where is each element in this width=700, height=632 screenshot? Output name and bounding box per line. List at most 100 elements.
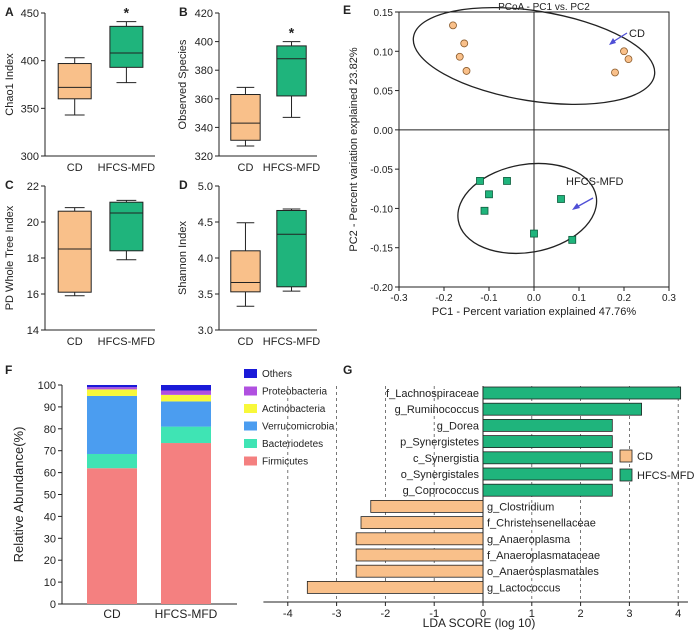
bar-segment-proteobacteria-cd [87, 387, 137, 390]
y-tick-label-c: 20 [27, 217, 39, 229]
point-cd [462, 67, 471, 75]
point-hfcs-mfd [476, 177, 484, 185]
x-tick-label-g: -2 [381, 608, 391, 620]
legend-swatch-firmicutes [244, 456, 257, 466]
legend-label-bacteriodetes: Bacteriodetes [262, 439, 323, 450]
legend-swatch-verrucomicrobia [244, 421, 257, 431]
y-tick-label-e: -0.20 [370, 283, 393, 294]
point-hfcs-mfd [480, 206, 489, 215]
y-tick-label-a: 350 [21, 103, 39, 115]
lda-bar-g_lactococcus [306, 581, 484, 594]
lda-bar-label: g_Dorea [437, 420, 480, 432]
x-tick-label-f-hfcs-mfd: HFCS-MFD [155, 607, 218, 621]
lda-bar-label: f_Anaeroplasmataceae [487, 550, 600, 562]
lda-bar-label: g_Clostridium [487, 501, 554, 513]
x-tick-label-d-cd: CD [238, 336, 254, 348]
y-tick-label-f: 10 [44, 577, 56, 589]
lda-bar-g_anaeroplasma [355, 532, 484, 546]
x-tick-label-f-cd: CD [103, 607, 121, 621]
y-tick-label-f: 40 [44, 511, 56, 523]
y-tick-label-f: 20 [44, 555, 56, 567]
y-tick-label-b: 320 [195, 151, 213, 163]
y-tick-label-d: 3.5 [198, 289, 213, 301]
y-tick-label-e: 0.00 [374, 126, 394, 137]
x-tick-label-a-cd: CD [67, 162, 83, 174]
legend-label-proteobacteria: Proteobacteria [262, 387, 327, 398]
chart-title-e: PCoA - PC1 vs. PC2 [498, 2, 590, 13]
panel-label-c: C [5, 178, 14, 192]
box-a-cd [57, 63, 92, 100]
point-cd [620, 47, 628, 56]
y-tick-label-f: 60 [44, 468, 56, 480]
point-hfcs-mfd [557, 195, 565, 203]
lda-bar-p_synergistetes [482, 435, 613, 449]
y-tick-label-e: -0.10 [370, 204, 393, 215]
cluster-ellipse-cd [412, 6, 656, 106]
box-c-cd [57, 210, 92, 293]
y-tick-label-d: 4.5 [198, 217, 213, 229]
x-tick-label-g: 2 [578, 608, 584, 620]
x-axis-label-e: PC1 - Percent variation explained 47.76% [432, 306, 636, 318]
point-hfcs-mfd [568, 235, 577, 244]
y-tick-label-e: -0.15 [370, 244, 393, 255]
bar-segment-bacteriodetes-cd [87, 453, 137, 469]
box-d-cd [230, 250, 261, 293]
x-tick-label-g: 1 [529, 608, 535, 620]
panel-label-a: A [5, 5, 14, 19]
y-tick-label-e: -0.05 [370, 165, 393, 176]
box-b-hfcs-mfd [276, 45, 307, 97]
y-tick-label-d: 3.0 [198, 325, 213, 337]
bar-segment-firmicutes-cd [87, 468, 137, 604]
point-hfcs-mfd [485, 190, 493, 199]
x-tick-label-g: 0 [480, 608, 486, 620]
lda-bar-g_ruminococcus [482, 402, 643, 416]
lda-bar-label: o_Synergistales [401, 469, 480, 481]
y-tick-label-a: 450 [21, 8, 39, 20]
panel-label-g: G [343, 363, 352, 377]
lda-bar-label: c_Synergistia [413, 453, 480, 465]
point-hfcs-mfd [503, 177, 511, 185]
significance-star-b-hfcs-mfd: * [289, 25, 295, 41]
box-b-cd [230, 94, 261, 141]
x-tick-label-e: 0.2 [617, 293, 631, 304]
bar-segment-proteobacteria-hfcs-mfd [161, 390, 211, 395]
y-tick-label-e: 0.10 [374, 47, 394, 58]
x-tick-label-a-hfcs-mfd: HFCS-MFD [98, 162, 155, 174]
y-tick-label-a: 300 [21, 151, 39, 163]
x-tick-label-e: 0.1 [572, 293, 586, 304]
x-tick-label-c-cd: CD [67, 336, 83, 348]
panel-label-b: B [179, 5, 188, 19]
x-tick-label-b-cd: CD [238, 162, 254, 174]
x-tick-label-e: -0.2 [435, 293, 453, 304]
lda-bar-label: g_Lactococcus [487, 582, 561, 594]
x-tick-label-e: 0.0 [527, 293, 541, 304]
legend-label-g-hfcs-mfd: HFCS-MFD [637, 470, 694, 482]
x-tick-label-g: 4 [675, 608, 681, 620]
legend-label-g-cd: CD [637, 451, 653, 463]
lda-bar-label: g_Coprococcus [403, 485, 480, 497]
x-tick-label-g: -3 [332, 608, 342, 620]
legend-swatch-proteobacteria [244, 386, 257, 396]
bar-segment-actinobacteria-cd [87, 389, 137, 396]
bar-segment-firmicutes-hfcs-mfd [161, 443, 211, 604]
point-cd [611, 68, 619, 77]
y-tick-label-b: 400 [195, 37, 213, 49]
panel-label-d: D [179, 178, 188, 192]
x-tick-label-e: -0.3 [390, 293, 408, 304]
y-tick-label-d: 5.0 [198, 181, 213, 193]
y-tick-label-b: 380 [195, 65, 213, 77]
panel-label-f: F [5, 363, 12, 377]
y-tick-label-f: 50 [44, 490, 56, 502]
y-axis-label-f: Relative Abundance(%) [11, 427, 26, 563]
legend-label-others: Others [262, 369, 292, 380]
y-tick-label-a: 400 [21, 56, 39, 68]
lda-bar-f_christensenellaceae [360, 516, 484, 529]
lda-bar-f_lachnospiraceae [482, 386, 682, 400]
y-axis-label-d: Shannon Index [177, 220, 189, 295]
x-tick-label-d-hfcs-mfd: HFCS-MFD [263, 336, 320, 348]
lda-bar-label: p_Synergistetes [400, 437, 479, 449]
point-cd [455, 52, 464, 61]
lda-bar-label: f_Christensenellaceae [487, 518, 596, 530]
y-tick-label-f: 30 [44, 533, 56, 545]
x-tick-label-e: -0.1 [480, 293, 498, 304]
